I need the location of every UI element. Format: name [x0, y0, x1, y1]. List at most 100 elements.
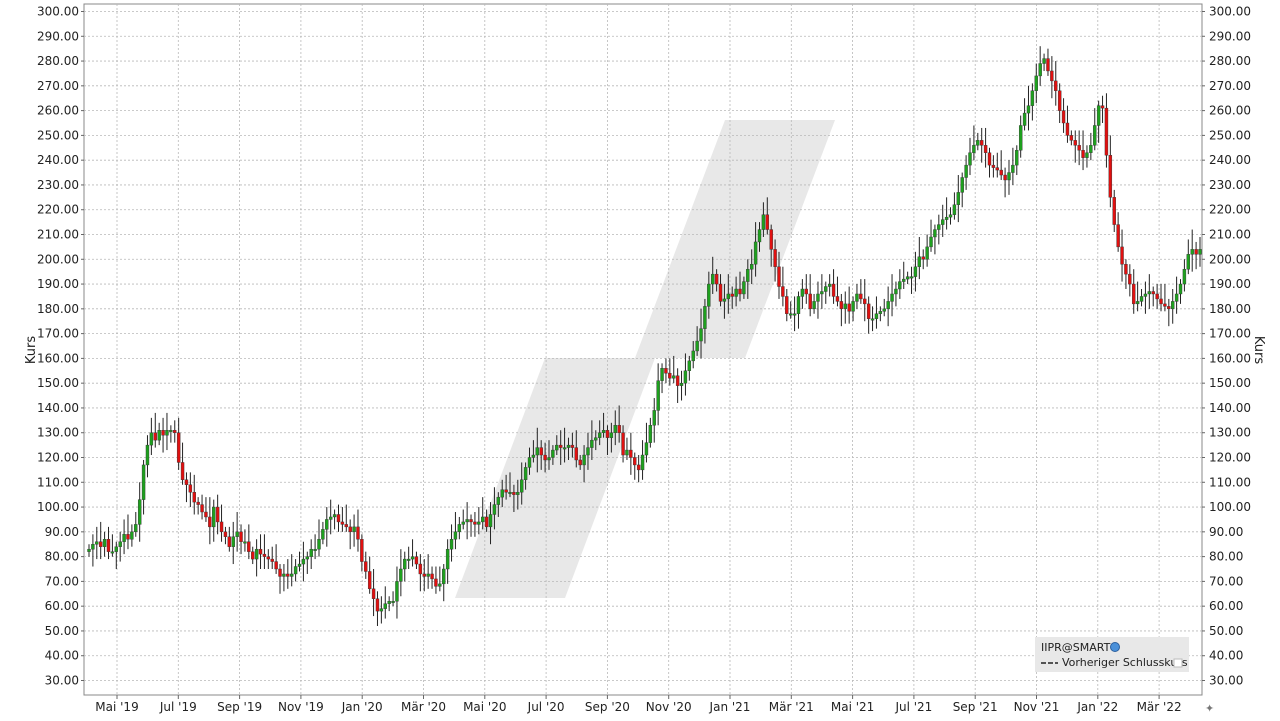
candle-down — [1065, 122, 1070, 136]
candle-up — [972, 145, 976, 153]
candle-up — [399, 568, 403, 582]
candle-up — [944, 216, 949, 220]
y-tick-label-right: 130.00 — [1209, 426, 1251, 440]
candle-up — [894, 288, 898, 295]
candle-up — [352, 526, 356, 533]
candle-down — [258, 548, 263, 555]
y-tick-label-left: 210.00 — [37, 228, 79, 242]
candles — [87, 46, 1202, 626]
candle-up — [500, 489, 504, 498]
candle-up — [169, 430, 173, 432]
candle-up — [656, 380, 660, 411]
candle-up — [1178, 283, 1183, 295]
y-tick-label-left: 190.00 — [37, 277, 79, 291]
legend-box — [1035, 637, 1189, 672]
y-tick-label-left: 260.00 — [37, 104, 79, 118]
candle-up — [141, 464, 146, 500]
candle-up — [231, 536, 235, 547]
watermark-shape — [455, 120, 835, 598]
legend-checkbox[interactable] — [1173, 658, 1183, 668]
candle-up — [878, 311, 883, 314]
candle-up — [648, 425, 653, 443]
candle-up — [734, 288, 738, 297]
scroll-marker-icon[interactable]: ✦ — [1205, 702, 1214, 715]
candle-up — [305, 556, 310, 560]
y-tick-label-right: 50.00 — [1209, 624, 1243, 638]
candle-up — [941, 219, 945, 225]
candle-down — [1073, 140, 1077, 146]
candle-down — [983, 145, 988, 153]
candle-down — [866, 303, 871, 319]
candle-up — [442, 568, 446, 585]
candle-down — [781, 286, 785, 297]
candle-up — [508, 491, 512, 494]
candle-down — [1120, 246, 1124, 265]
y-tick-label-right: 200.00 — [1209, 252, 1251, 266]
candle-up — [562, 447, 567, 450]
y-tick-label-left: 110.00 — [37, 475, 79, 489]
candle-up — [516, 491, 520, 495]
candle-down — [106, 539, 111, 552]
candle-up — [426, 573, 430, 577]
candle-down — [991, 164, 996, 168]
candle-down — [1050, 70, 1054, 82]
candle-up — [91, 544, 95, 550]
y-tick-label-left: 50.00 — [45, 624, 79, 638]
y-tick-label-right: 170.00 — [1209, 327, 1251, 341]
candle-up — [555, 444, 559, 451]
y-tick-label-left: 70.00 — [45, 574, 79, 588]
candle-down — [430, 573, 434, 580]
candle-down — [1128, 273, 1132, 285]
y-tick-label-left: 160.00 — [37, 351, 79, 365]
candle-up — [679, 382, 684, 386]
candle-up — [902, 278, 906, 282]
candle-down — [636, 464, 641, 471]
y-tick-label-left: 240.00 — [37, 153, 79, 167]
candle-down — [266, 556, 271, 560]
y-tick-label-left: 220.00 — [37, 203, 79, 217]
candle-down — [617, 425, 621, 433]
candle-down — [1077, 145, 1081, 151]
candle-down — [434, 578, 438, 587]
candle-up — [1022, 112, 1027, 126]
globe-icon[interactable] — [1110, 642, 1120, 652]
candle-down — [422, 573, 426, 577]
candle-down — [570, 444, 575, 448]
candle-up — [1018, 125, 1023, 151]
candle-up — [457, 524, 462, 533]
candle-up — [816, 293, 820, 302]
candle-up — [820, 291, 824, 295]
candle-up — [1085, 152, 1089, 158]
candle-down — [987, 152, 992, 166]
candle-down — [215, 506, 220, 523]
candle-up — [1198, 249, 1202, 255]
candle-up — [531, 454, 536, 458]
candle-up — [1038, 63, 1042, 77]
candle-up — [609, 432, 614, 438]
y-tick-label-right: 210.00 — [1209, 228, 1251, 242]
x-tick-label: Mai '19 — [95, 700, 138, 714]
candle-up — [644, 442, 649, 456]
candle-down — [375, 598, 380, 612]
candle-up — [477, 521, 481, 525]
candle-up — [746, 268, 750, 282]
candle-up — [313, 548, 317, 551]
candle-up — [1147, 291, 1152, 295]
y-tick-label-left: 80.00 — [45, 550, 79, 564]
candle-up — [114, 546, 118, 552]
candle-down — [1003, 174, 1007, 181]
candle-down — [730, 293, 734, 297]
candle-down — [605, 430, 610, 438]
candle-up — [960, 177, 964, 193]
candle-up — [586, 447, 590, 456]
candle-down — [543, 454, 547, 461]
candle-up — [874, 313, 879, 319]
candle-down — [371, 588, 376, 599]
candle-up — [118, 541, 122, 547]
y-tick-label-right: 270.00 — [1209, 79, 1251, 93]
candle-up — [1089, 145, 1093, 153]
grid-lines — [84, 4, 1202, 695]
candle-down — [286, 573, 290, 577]
candle-up — [301, 558, 306, 565]
candle-down — [1124, 264, 1128, 275]
